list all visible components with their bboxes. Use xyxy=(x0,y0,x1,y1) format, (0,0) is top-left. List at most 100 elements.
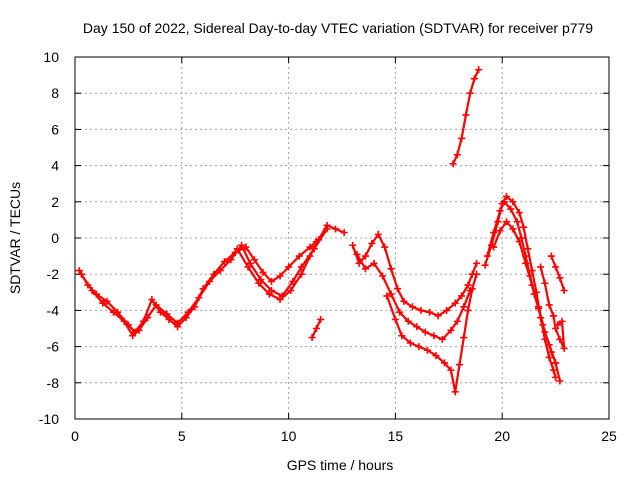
data-point xyxy=(513,218,521,226)
data-point xyxy=(368,239,376,247)
data-point xyxy=(502,192,510,200)
data-point xyxy=(415,343,423,351)
data-point xyxy=(268,286,276,294)
data-point xyxy=(490,243,498,251)
data-point xyxy=(398,332,406,340)
data-point xyxy=(453,151,461,159)
series-arc-6 xyxy=(353,250,474,343)
series-arc-8 xyxy=(449,66,483,168)
data-point xyxy=(462,111,470,119)
data-point xyxy=(413,323,421,331)
grid xyxy=(75,57,609,419)
data-point xyxy=(340,229,348,237)
y-tick-label: 2 xyxy=(51,194,59,210)
data-point xyxy=(509,225,517,233)
data-point xyxy=(297,270,305,278)
data-point xyxy=(441,359,449,367)
data-point xyxy=(545,301,553,309)
x-tick-label: 15 xyxy=(388,428,404,444)
data-point xyxy=(451,299,459,307)
data-point xyxy=(541,279,549,287)
data-point xyxy=(349,241,357,249)
data-point xyxy=(475,66,483,74)
data-point xyxy=(289,277,297,285)
data-point xyxy=(547,348,555,356)
data-point xyxy=(496,207,504,215)
y-tick-label: -10 xyxy=(39,411,59,427)
data-point xyxy=(558,317,566,325)
data-point xyxy=(195,294,203,302)
data-point xyxy=(443,306,451,314)
data-point xyxy=(502,218,510,226)
data-point xyxy=(556,377,564,385)
data-point xyxy=(507,205,515,213)
data-point xyxy=(556,274,564,282)
series-line xyxy=(80,227,329,337)
data-point xyxy=(255,279,263,287)
data-point xyxy=(381,243,389,251)
data-point xyxy=(88,286,96,294)
x-tick-label: 0 xyxy=(71,428,79,444)
data-point xyxy=(374,230,382,238)
x-tick-label: 25 xyxy=(601,428,617,444)
data-point xyxy=(468,285,476,293)
data-point xyxy=(549,366,557,374)
y-tick-label: -2 xyxy=(47,266,60,282)
data-series xyxy=(75,66,568,396)
data-point xyxy=(560,344,568,352)
series-arc-12 xyxy=(537,263,568,352)
data-point xyxy=(75,267,83,275)
data-point xyxy=(447,366,455,374)
data-point xyxy=(496,227,504,235)
data-point xyxy=(184,308,192,316)
data-point xyxy=(524,245,532,253)
series-arc-1 xyxy=(75,238,320,336)
y-axis-label: SDTVAR / TECUs xyxy=(7,182,23,294)
data-point xyxy=(473,259,481,267)
data-point xyxy=(406,339,414,347)
data-point xyxy=(535,303,543,311)
data-point xyxy=(250,256,258,264)
data-point xyxy=(545,353,553,361)
data-point xyxy=(537,263,545,271)
data-point xyxy=(135,326,143,334)
data-point xyxy=(455,361,463,369)
data-point xyxy=(216,267,224,275)
data-point xyxy=(552,359,560,367)
data-point xyxy=(451,388,459,396)
data-point xyxy=(233,245,241,253)
series-arc-13 xyxy=(547,252,568,294)
series-line xyxy=(550,255,566,292)
data-point xyxy=(528,281,536,289)
data-point xyxy=(103,297,111,305)
axes: 0 5 10 15 20 25 -10 -8 -6 -4 -2 0 2 4 6 8 10 xyxy=(39,49,617,444)
data-point xyxy=(276,272,284,280)
data-point xyxy=(460,303,468,311)
data-point xyxy=(361,252,369,260)
series-line xyxy=(78,240,318,334)
data-point xyxy=(447,326,455,334)
data-point xyxy=(430,332,438,340)
data-point xyxy=(379,272,387,280)
y-tick-label: 10 xyxy=(43,49,59,65)
x-tick-label: 5 xyxy=(178,428,186,444)
data-point xyxy=(163,310,171,318)
data-point xyxy=(400,297,408,305)
y-tick-label: -4 xyxy=(47,302,60,318)
data-point xyxy=(547,252,555,260)
data-point xyxy=(421,328,429,336)
data-point xyxy=(515,238,523,246)
data-point xyxy=(552,325,560,332)
data-point xyxy=(464,281,472,289)
data-point xyxy=(404,317,412,325)
data-point xyxy=(317,315,325,323)
data-point xyxy=(517,234,525,242)
data-point xyxy=(387,265,395,273)
data-point xyxy=(353,250,361,258)
data-point xyxy=(417,306,425,314)
data-point xyxy=(148,296,156,304)
data-point xyxy=(473,270,481,278)
y-tick-label: 6 xyxy=(51,121,59,137)
data-point xyxy=(408,303,416,311)
data-point xyxy=(552,263,560,271)
